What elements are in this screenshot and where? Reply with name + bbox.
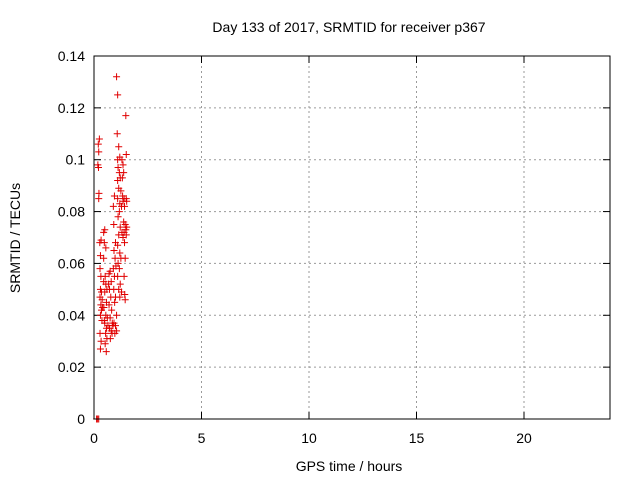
data-point: [95, 135, 103, 143]
data-point: [121, 202, 129, 210]
data-point: [114, 213, 122, 221]
x-tick-label: 0: [90, 430, 98, 446]
data-point: [113, 130, 121, 138]
data-point: [106, 314, 114, 322]
data-point: [95, 148, 103, 156]
data-point: [114, 259, 122, 267]
data-point: [115, 143, 123, 151]
data-point: [102, 329, 110, 337]
data-point: [119, 192, 127, 200]
data-point: [123, 197, 131, 205]
x-axis-label: GPS time / hours: [296, 458, 403, 474]
data-point: [122, 151, 130, 159]
data-point: [114, 272, 122, 280]
data-point: [121, 239, 129, 247]
data-point: [109, 202, 117, 210]
data-point: [118, 156, 126, 164]
data-points: [93, 73, 131, 423]
y-tick-label: 0.02: [58, 359, 85, 375]
y-tick-label: 0.12: [58, 100, 85, 116]
x-tick-label: 15: [409, 430, 425, 446]
data-point: [95, 163, 103, 171]
x-tick-label: 20: [516, 430, 532, 446]
data-point: [115, 265, 123, 273]
data-point: [97, 337, 105, 345]
x-tick-label: 10: [301, 430, 317, 446]
data-point: [110, 221, 118, 229]
data-point: [100, 239, 108, 247]
data-point: [116, 223, 124, 231]
data-point: [101, 272, 109, 280]
data-point: [112, 322, 119, 330]
data-point: [114, 163, 122, 171]
data-point: [106, 335, 114, 343]
data-point: [114, 195, 122, 203]
data-point: [100, 254, 108, 262]
data-point: [98, 296, 106, 304]
data-point: [111, 298, 119, 306]
data-point: [116, 280, 124, 288]
data-point: [114, 91, 122, 99]
data-point: [101, 226, 109, 234]
data-point: [120, 169, 128, 177]
data-point: [118, 174, 126, 182]
data-point: [100, 316, 108, 324]
data-point: [115, 208, 123, 216]
data-point: [95, 195, 103, 203]
y-tick-label: 0: [77, 411, 85, 427]
data-point: [121, 296, 129, 304]
plot-frame: [93, 55, 611, 420]
y-tick-label: 0.04: [58, 307, 85, 323]
y-tick-label: 0.08: [58, 204, 85, 220]
data-point: [102, 244, 110, 252]
data-point: [101, 340, 109, 348]
data-point: [100, 304, 108, 312]
data-point: [117, 187, 125, 195]
y-tick-label: 0.14: [58, 48, 85, 64]
data-point: [113, 73, 121, 81]
data-point: [123, 223, 131, 231]
data-point: [108, 306, 116, 314]
data-point: [107, 278, 115, 286]
y-tick-label: 0.1: [66, 152, 86, 168]
data-point: [94, 140, 102, 148]
data-point: [113, 311, 121, 319]
data-point: [119, 161, 127, 169]
data-point: [105, 301, 113, 309]
data-point: [96, 265, 104, 273]
data-point: [114, 241, 122, 249]
data-point: [121, 254, 129, 262]
data-point: [111, 329, 119, 337]
data-point: [122, 112, 130, 120]
data-point: [116, 293, 124, 301]
x-tick-label: 5: [198, 430, 206, 446]
data-point: [122, 231, 130, 239]
y-tick-label: 0.06: [58, 255, 85, 271]
chart-title: Day 133 of 2017, SRMTID for receiver p36…: [212, 19, 485, 35]
y-axis-label: SRMTID / TECUs: [7, 183, 23, 293]
data-point: [101, 288, 109, 296]
data-point: [110, 246, 118, 254]
data-point: [96, 345, 104, 353]
data-point: [102, 348, 110, 356]
data-point: [116, 249, 124, 257]
grid: [94, 56, 610, 419]
data-point: [120, 272, 128, 280]
